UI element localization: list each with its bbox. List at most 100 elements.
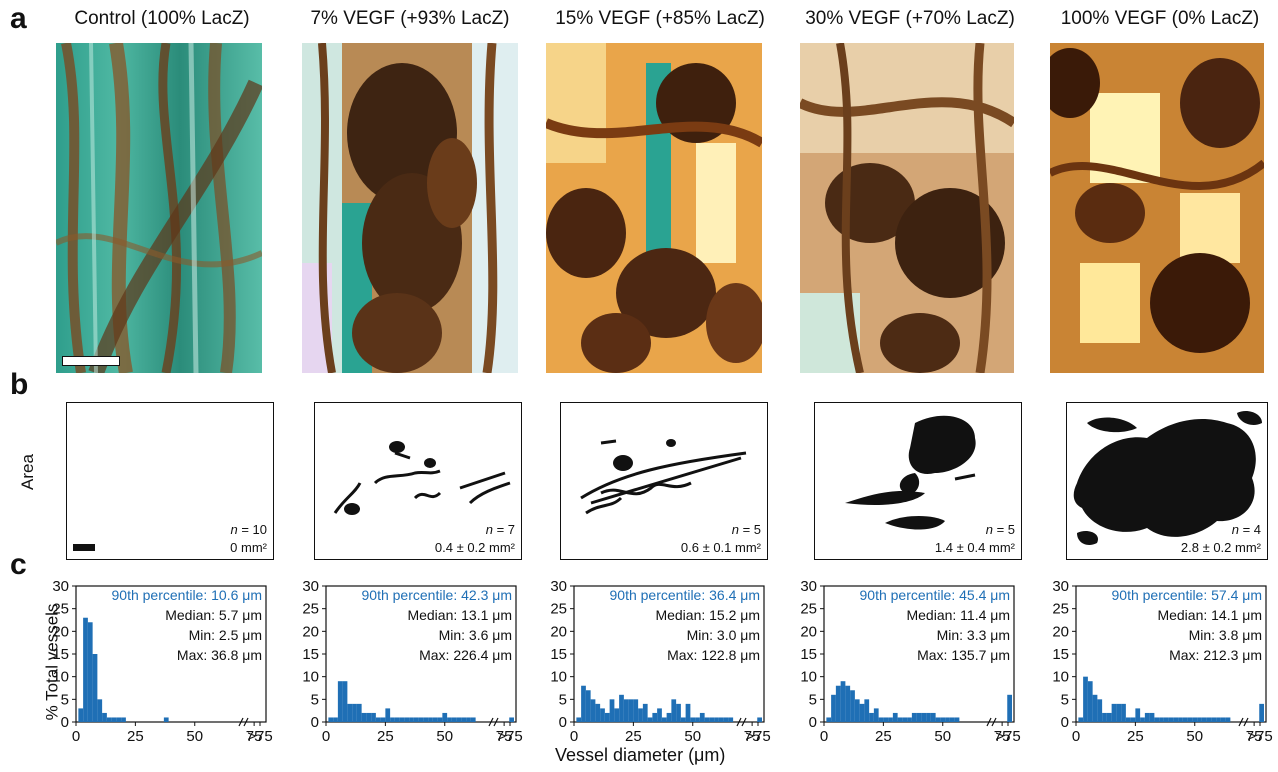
histogram-bar (614, 708, 620, 722)
histogram-bar (404, 717, 410, 722)
histogram-bar (371, 712, 376, 722)
stat-max: Max: 226.4 μm (419, 647, 512, 663)
stat-min: Min: 3.8 μm (1189, 627, 1262, 643)
histogram-bar (470, 717, 476, 722)
histogram-bar (888, 717, 893, 722)
y-tick-label: 20 (800, 623, 817, 640)
x-tick-label: 50 (436, 728, 453, 745)
x-tick-label: 75 (246, 728, 263, 745)
histogram-bar (394, 717, 400, 722)
stat-max: Max: 135.7 μm (917, 647, 1010, 663)
histogram-bar (854, 699, 860, 722)
histogram-bar (102, 712, 107, 722)
area-silhouette-box: n = 4 2.8 ± 0.2 mm² (1066, 402, 1268, 560)
histogram-bar (1201, 717, 1207, 722)
histogram-bar (1125, 717, 1131, 722)
area-silhouette (580, 439, 747, 515)
histogram-bar (1259, 703, 1264, 722)
y-tick-label: 0 (809, 714, 817, 731)
axis-break (741, 717, 747, 727)
area-silhouette (845, 415, 976, 530)
y-tick-label: 25 (800, 601, 817, 618)
x-tick-label: 0 (570, 728, 578, 745)
histogram-bar (1140, 717, 1145, 722)
histogram-bar (926, 712, 931, 722)
stat-90th-percentile: 90th percentile: 36.4 μm (610, 587, 761, 603)
y-tick-label: 30 (800, 578, 817, 595)
histogram-bar (600, 708, 605, 722)
histogram-bar (699, 712, 705, 722)
histogram-bar (873, 708, 879, 722)
histogram-bar (935, 717, 941, 722)
histogram-bar (337, 681, 343, 722)
histogram-bar (456, 717, 462, 722)
x-tick-label: 0 (820, 728, 828, 745)
histogram-bar (638, 708, 643, 722)
histogram-bar (328, 717, 334, 722)
histogram-bar (590, 699, 596, 722)
histogram-bar (623, 699, 629, 722)
histogram-bar (418, 717, 424, 722)
histogram-bar (1168, 717, 1174, 722)
histogram-bar (864, 699, 870, 722)
histogram-bar (647, 717, 653, 722)
x-tick-label: >75 (745, 728, 770, 745)
histogram-bar (509, 717, 514, 722)
y-tick-label: 30 (1052, 578, 1069, 595)
histogram-bar (835, 685, 841, 722)
histogram-bar (163, 717, 169, 722)
histogram-bar (633, 699, 639, 722)
y-tick-label: 0 (559, 714, 567, 731)
x-tick-label: 75 (744, 728, 761, 745)
x-tick-label: >75 (1247, 728, 1272, 745)
histogram-bar (1116, 703, 1122, 722)
histogram-bar (718, 717, 724, 722)
histogram-bar (375, 717, 381, 722)
histogram-bar (704, 717, 710, 722)
histogram-bar (1106, 712, 1112, 722)
histogram-bar (390, 717, 395, 722)
histogram-bar (451, 717, 457, 722)
axis-break (1243, 717, 1249, 727)
x-tick-label: 25 (1127, 728, 1144, 745)
x-tick-label: 75 (1246, 728, 1263, 745)
y-tick-label: 15 (302, 646, 319, 663)
histogram-bar (1159, 717, 1164, 722)
y-tick-label: 10 (52, 669, 69, 686)
histogram-bar (869, 712, 874, 722)
histogram-bar (757, 717, 762, 722)
histogram-bar (728, 717, 734, 722)
histogram-bar (850, 690, 855, 722)
histogram-bar (1206, 717, 1212, 722)
histogram-bar (883, 717, 889, 722)
histogram-bar (413, 717, 419, 722)
column-title: Control (100% LacZ) (74, 8, 250, 29)
histogram-bar (1121, 703, 1126, 722)
x-tick-label: 50 (934, 728, 951, 745)
histogram-bar (1083, 676, 1088, 722)
area-silhouette-box: n = 10 0 mm² (66, 402, 274, 560)
stat-min: Min: 3.3 μm (937, 627, 1010, 643)
micrograph-100pct-vegf (1050, 43, 1264, 373)
y-tick-label: 0 (61, 714, 69, 731)
area-value: 0.6 ± 0.1 mm² (680, 540, 761, 555)
y-tick-label: 15 (1052, 646, 1069, 663)
histogram-bar (595, 703, 601, 722)
histogram: 0 5 10 15 20 25 30 0 25 50 75 >75 90th percentile: 5… (1032, 576, 1272, 745)
histogram-bar (437, 717, 443, 722)
x-tick-label: >75 (497, 728, 522, 745)
histogram-bar (1092, 694, 1098, 722)
histogram-bar (826, 717, 832, 722)
stat-min: Min: 3.6 μm (439, 627, 512, 643)
stat-90th-percentile: 90th percentile: 57.4 μm (1112, 587, 1263, 603)
histogram-bar (954, 717, 960, 722)
column-title: 15% VEGF (+85% LacZ) (555, 8, 765, 29)
y-tick-label: 15 (550, 646, 567, 663)
area-scale-bar (73, 544, 95, 551)
stat-median: Median: 11.4 μm (906, 607, 1010, 623)
area-value: 0 mm² (230, 540, 267, 555)
histogram-bar (1111, 703, 1117, 722)
histogram-bar (1225, 717, 1231, 722)
y-tick-label: 25 (1052, 601, 1069, 618)
axis-break (243, 717, 249, 727)
